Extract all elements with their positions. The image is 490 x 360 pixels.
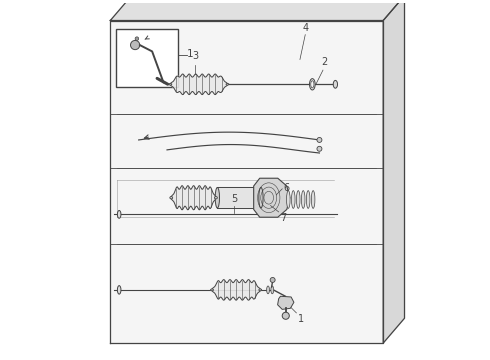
Polygon shape	[171, 186, 217, 210]
Ellipse shape	[267, 286, 270, 294]
Ellipse shape	[118, 211, 121, 218]
Text: 5: 5	[231, 194, 238, 204]
Polygon shape	[110, 0, 405, 21]
Circle shape	[270, 278, 275, 283]
Ellipse shape	[292, 191, 295, 208]
Text: 4: 4	[303, 23, 309, 33]
Text: 1: 1	[297, 314, 304, 324]
Circle shape	[135, 37, 139, 40]
Polygon shape	[211, 280, 261, 300]
Circle shape	[317, 146, 322, 151]
Ellipse shape	[215, 188, 220, 208]
Polygon shape	[170, 74, 228, 95]
Ellipse shape	[170, 197, 172, 199]
Ellipse shape	[306, 191, 310, 208]
Polygon shape	[218, 188, 261, 208]
Polygon shape	[110, 21, 383, 343]
Ellipse shape	[211, 289, 214, 291]
Ellipse shape	[271, 286, 274, 294]
Ellipse shape	[259, 289, 262, 291]
Circle shape	[282, 312, 289, 319]
Text: 3: 3	[192, 51, 198, 61]
Text: 2: 2	[321, 57, 328, 67]
Polygon shape	[278, 296, 294, 309]
Ellipse shape	[333, 80, 338, 88]
Circle shape	[317, 138, 322, 143]
Polygon shape	[383, 0, 405, 343]
Ellipse shape	[259, 188, 263, 208]
Ellipse shape	[226, 84, 229, 85]
Circle shape	[130, 40, 140, 50]
Ellipse shape	[311, 191, 315, 208]
Ellipse shape	[296, 191, 300, 208]
Ellipse shape	[311, 81, 314, 88]
Ellipse shape	[287, 191, 290, 208]
Bar	[116, 29, 178, 87]
Ellipse shape	[118, 285, 121, 294]
Ellipse shape	[215, 197, 218, 199]
Ellipse shape	[169, 84, 172, 85]
Ellipse shape	[310, 78, 315, 90]
Text: 6: 6	[283, 183, 290, 193]
Text: 7: 7	[280, 213, 286, 222]
Text: 1: 1	[187, 49, 194, 59]
Polygon shape	[254, 178, 290, 217]
Ellipse shape	[301, 191, 305, 208]
